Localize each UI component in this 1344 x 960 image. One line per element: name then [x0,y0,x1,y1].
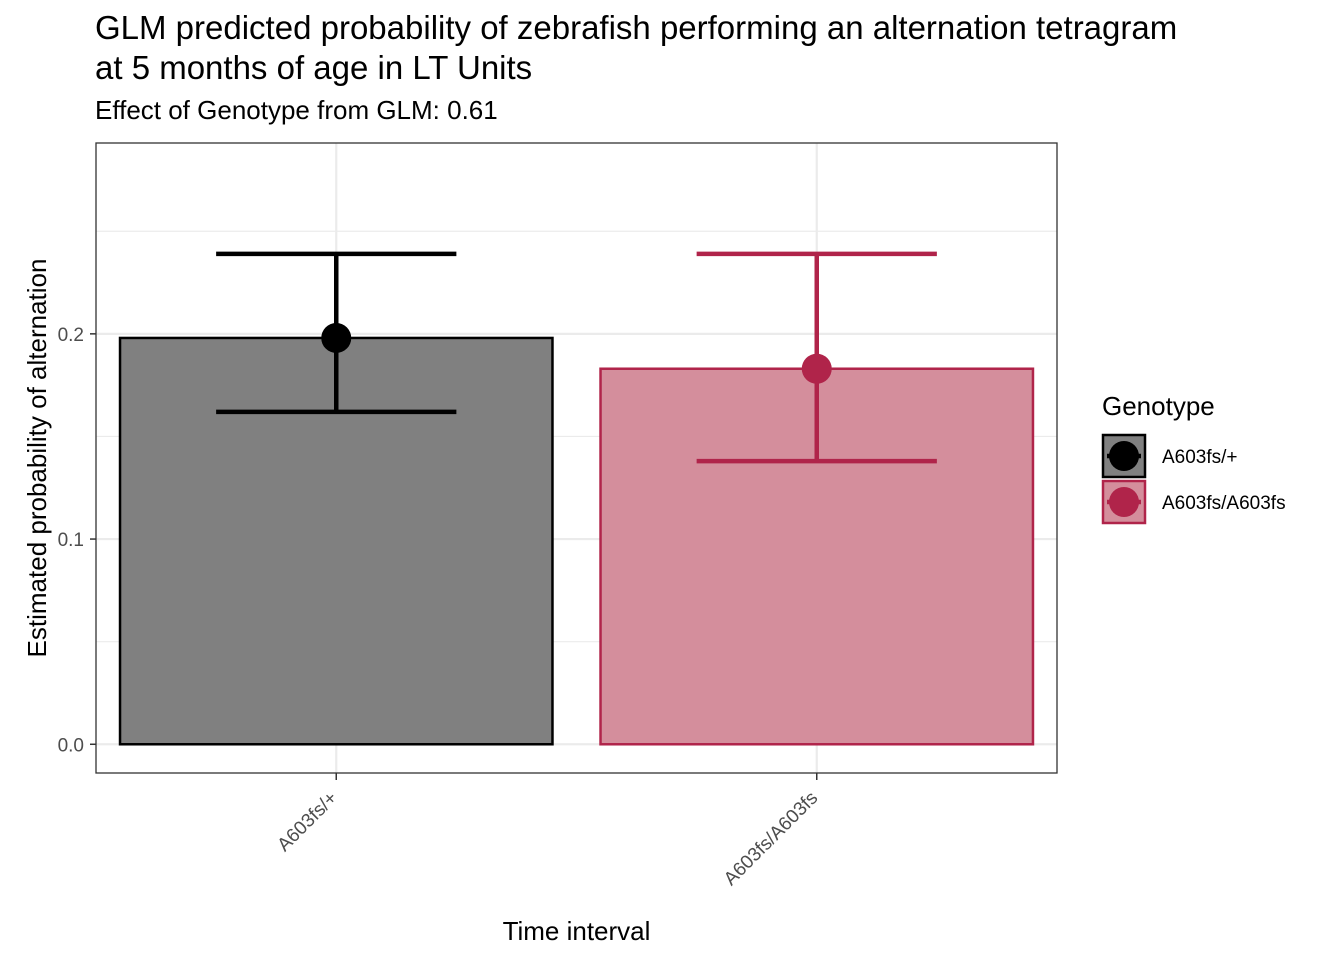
legend-item: A603fs/+ [1101,433,1238,479]
bars [118,336,1035,746]
estimate-point [801,353,832,384]
legend-key-point [1109,487,1139,517]
x-axis-title: Time interval [503,916,651,946]
chart-subtitle: Effect of Genotype from GLM: 0.61 [95,95,498,125]
panel-border [95,142,1058,774]
y-axis-title: Estimated probability of alternation [22,259,52,658]
y-tick-label: 0.2 [58,325,84,346]
legend-label: A603fs/+ [1162,447,1238,468]
chart-title: GLM predicted probability of zebrafish p… [95,9,1178,86]
y-tick-label: 0.0 [58,735,84,756]
x-tick-label: A603fs/A603fs [720,788,822,890]
legend-item: A603fs/A603fs [1101,479,1286,525]
y-tick-label: 0.1 [58,530,84,551]
points [321,322,832,384]
legend-title: Genotype [1102,391,1215,421]
estimate-point [321,322,352,353]
x-tick-label: A603fs/+ [274,788,342,856]
legend-key-point [1109,441,1139,471]
legend: Genotype A603fs/+ A603fs/A603fs [1101,391,1286,525]
legend-label: A603fs/A603fs [1162,493,1286,514]
